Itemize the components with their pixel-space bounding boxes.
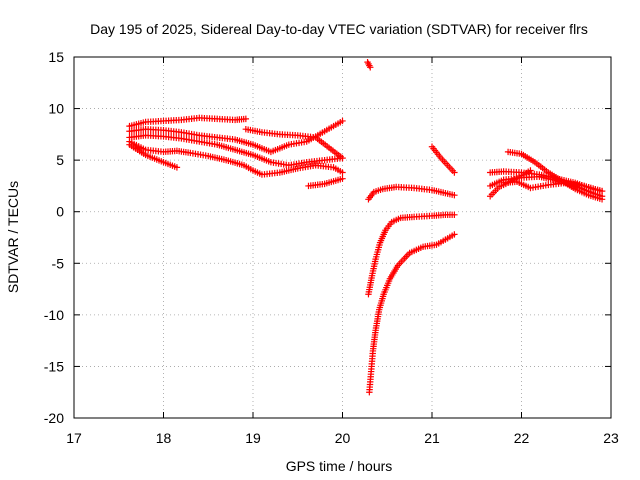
x-tick-label: 17	[66, 430, 82, 446]
series-arc-1	[126, 114, 250, 130]
x-tick-label: 18	[156, 430, 172, 446]
data-point	[451, 231, 458, 238]
series-arc-9	[365, 183, 458, 203]
plot-frame	[73, 56, 612, 419]
data-point	[173, 164, 181, 171]
x-tick-label: 21	[424, 430, 440, 446]
x-tick-label: 22	[514, 430, 530, 446]
data-marks	[126, 58, 606, 396]
axes: 17 18 19 20 21 22 23 15 10 5 0 -5 -10 -15 -20	[44, 49, 619, 446]
data-point	[339, 154, 346, 162]
series-arc-12	[428, 143, 458, 176]
series-arc-2	[126, 117, 346, 156]
y-tick-label: 10	[48, 101, 64, 117]
data-point	[367, 64, 374, 71]
series-arc-11	[366, 231, 458, 396]
data-point	[527, 167, 534, 174]
series-arc-15	[486, 167, 534, 200]
series-arc-7	[305, 175, 346, 190]
series-arc-16	[504, 148, 606, 203]
series-arc-8	[364, 58, 374, 71]
series-arc-17	[500, 178, 606, 195]
grid	[74, 57, 611, 418]
chart-title: Day 195 of 2025, Sidereal Day-to-day VTE…	[90, 21, 588, 37]
data-point	[242, 115, 250, 123]
x-tick-label: 19	[245, 430, 261, 446]
x-tick-label: 20	[335, 430, 351, 446]
y-tick-label: -20	[44, 410, 64, 426]
data-point	[339, 117, 346, 125]
data-point	[339, 175, 346, 182]
series-arc-10	[365, 211, 458, 298]
y-tick-label: -5	[52, 255, 65, 271]
data-point	[451, 169, 458, 176]
y-tick-label: 5	[56, 152, 64, 168]
data-point	[339, 169, 346, 176]
data-point	[598, 196, 606, 203]
y-tick-label: -15	[44, 358, 64, 374]
x-tick-label: 23	[603, 430, 619, 446]
y-tick-label: -10	[44, 307, 64, 323]
y-tick-label: 0	[56, 204, 64, 220]
y-tick-label: 15	[48, 49, 64, 65]
series-arc-6	[242, 126, 346, 162]
y-axis-label: SDTVAR / TECUs	[5, 181, 21, 293]
data-point	[598, 187, 606, 195]
series-arc-5	[126, 141, 181, 171]
data-point	[451, 211, 458, 219]
data-point	[451, 192, 458, 199]
series-arc-4	[126, 138, 346, 178]
x-axis-label: GPS time / hours	[286, 458, 393, 474]
